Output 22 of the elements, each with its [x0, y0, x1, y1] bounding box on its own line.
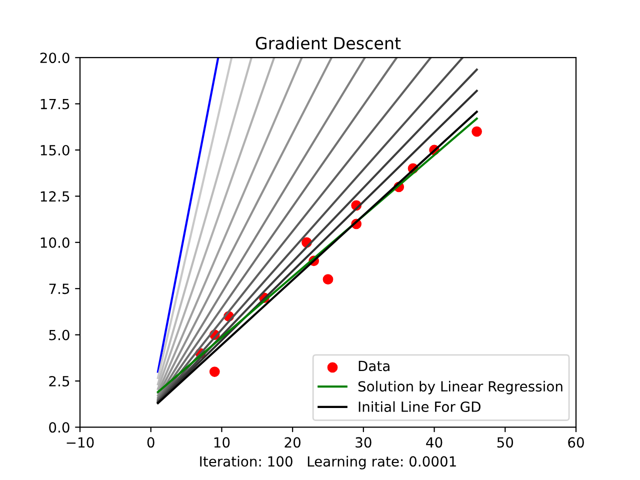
x-tick-label: −10 [66, 437, 94, 448]
x-tick-label: 0 [147, 437, 154, 448]
x-tick-label: 30 [356, 437, 372, 448]
x-axis-title: Iteration: 100 Learning rate: 0.0001 [200, 456, 456, 470]
x-tick-label: 50 [497, 437, 514, 448]
x-tick-label: 60 [568, 437, 584, 448]
legend-label: Solution by Linear Regression [358, 380, 562, 394]
y-tick-label: 0.0 [49, 422, 70, 433]
chart-title: Gradient Descent [256, 36, 401, 50]
x-tick-label: 40 [426, 437, 442, 448]
y-tick-label: 12.5 [40, 191, 70, 202]
x-tick-label: 20 [284, 437, 300, 448]
y-tick-label: 2.5 [49, 376, 70, 386]
y-tick-label: 10.0 [40, 237, 70, 248]
y-tick-label: 7.5 [49, 284, 70, 294]
y-tick-label: 17.5 [40, 98, 70, 110]
y-tick-label: 5.0 [49, 330, 70, 340]
x-tick-label: 10 [214, 437, 230, 448]
y-tick-label: 15.0 [40, 144, 70, 156]
legend-label: Data [358, 360, 390, 372]
legend-label: Initial Line For GD [358, 401, 480, 412]
y-tick-label: 20.0 [40, 52, 70, 64]
